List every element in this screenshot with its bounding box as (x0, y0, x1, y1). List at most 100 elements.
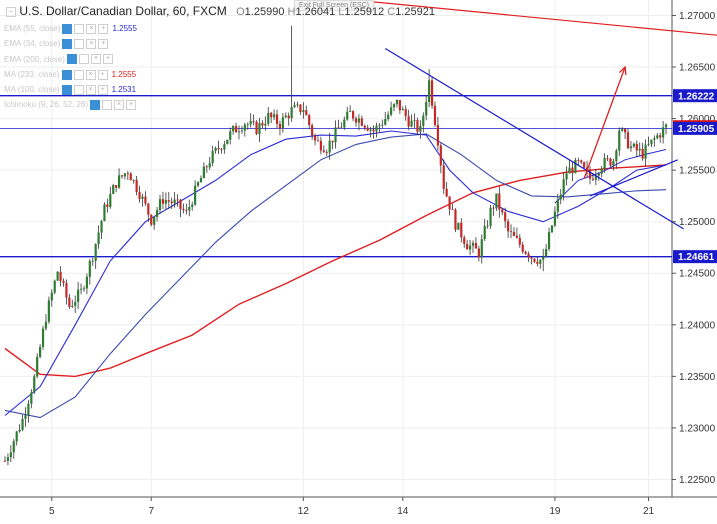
more-icon[interactable]: + (98, 23, 109, 34)
candle-body (194, 185, 197, 205)
candle-body (346, 111, 349, 120)
candle-body (185, 210, 188, 211)
more-icon[interactable]: + (98, 39, 109, 50)
candle-body (255, 121, 258, 135)
close-icon[interactable]: × (90, 54, 101, 65)
candle-body (653, 138, 656, 140)
eye-icon[interactable] (62, 23, 73, 34)
close-icon[interactable]: × (86, 23, 97, 34)
collapse-icon[interactable]: – (6, 6, 16, 17)
candle-body (334, 127, 337, 143)
candle-body (214, 148, 217, 151)
symbol-row: – U.S. Dollar/Canadian Dollar, 60, FXCM … (4, 4, 435, 21)
indicator-row[interactable]: Ichimoku (9, 26, 52, 26) × + (4, 97, 435, 112)
candle-body (275, 114, 279, 124)
candle-body (354, 118, 358, 123)
time-tick-label: 12 (298, 506, 310, 517)
close-icon[interactable]: × (85, 69, 96, 80)
candle-body (167, 200, 170, 202)
candle-body (85, 276, 88, 289)
candle-body (629, 146, 633, 149)
eye-icon[interactable] (61, 69, 72, 80)
eye-icon[interactable] (66, 54, 77, 65)
time-tick-label: 19 (549, 506, 561, 517)
candle-body (351, 111, 355, 119)
indicator-row[interactable]: EMA (34, close) × + (4, 36, 435, 51)
candle-body (664, 124, 668, 128)
candle-body (644, 144, 647, 159)
candle-body (501, 209, 504, 213)
indicator-label: MA (233, close) (4, 69, 60, 79)
candle-body (156, 210, 159, 217)
indicator-row[interactable]: MA (233, close) × +1.2555 (4, 67, 435, 82)
candle-body (624, 128, 627, 133)
candle-body (568, 167, 571, 174)
more-icon[interactable]: + (97, 69, 108, 80)
candle-body (571, 167, 574, 174)
candle-body (621, 128, 624, 131)
candle-body (384, 119, 387, 125)
candle-body (252, 121, 255, 122)
price-label-bg (673, 121, 717, 135)
close-icon[interactable]: × (86, 39, 97, 50)
indicator-value: 1.2555 (111, 69, 137, 79)
candle-body (24, 414, 27, 419)
settings-icon[interactable] (73, 69, 84, 80)
candle-body (278, 123, 282, 129)
candle-body (507, 221, 510, 232)
indicator-label: Ichimoku (9, 26, 52, 26) (4, 100, 89, 110)
candle-body (512, 231, 516, 236)
candle-body (243, 124, 246, 131)
candle-body (109, 193, 112, 207)
candle-body (191, 204, 194, 207)
eye-icon[interactable] (90, 100, 101, 111)
candle-body (509, 231, 513, 233)
settings-icon[interactable] (73, 85, 84, 96)
settings-icon[interactable] (74, 23, 85, 34)
candle-body (237, 131, 241, 133)
candle-body (21, 418, 24, 430)
candle-body (442, 165, 445, 189)
candle-body (281, 117, 284, 129)
candle-body (322, 150, 325, 153)
candle-body (199, 178, 203, 183)
candle-body (533, 258, 536, 262)
candle-body (337, 127, 340, 129)
price-label-bg (673, 250, 717, 264)
time-tick-label: 5 (49, 506, 55, 517)
settings-icon[interactable] (78, 54, 89, 65)
eye-icon[interactable] (61, 85, 72, 96)
candle-body (433, 105, 437, 126)
candle-body (217, 148, 220, 150)
candle-body (106, 204, 109, 207)
candle-body (147, 203, 150, 215)
candle-body (615, 150, 618, 162)
candle-body (50, 292, 53, 301)
trendline (589, 159, 678, 197)
candle-body (588, 170, 592, 179)
candle-body (6, 457, 10, 462)
more-icon[interactable]: + (126, 100, 137, 111)
candle-body (410, 120, 413, 127)
candle-body (553, 211, 556, 226)
close-icon[interactable]: × (85, 85, 96, 96)
candle-body (419, 125, 422, 132)
close-icon[interactable]: × (114, 100, 125, 111)
indicator-row[interactable]: EMA (200, close) × + (4, 52, 435, 67)
candle-body (498, 193, 501, 210)
candle-body (425, 102, 428, 116)
more-icon[interactable]: + (102, 54, 113, 65)
candle-body (123, 173, 127, 177)
candle-body (401, 109, 404, 111)
exit-fullscreen-button[interactable]: Exit Full Screen (ESC) (294, 0, 375, 11)
indicator-value: 1.2531 (111, 85, 137, 95)
indicator-row[interactable]: EMA (55, close) × +1.2555 (4, 21, 435, 36)
more-icon[interactable]: + (97, 85, 108, 96)
settings-icon[interactable] (74, 39, 85, 50)
eye-icon[interactable] (62, 39, 73, 50)
candle-body (390, 107, 393, 115)
settings-icon[interactable] (102, 100, 113, 111)
candle-body (82, 288, 86, 290)
indicator-row[interactable]: MA (100, close) × +1.2531 (4, 82, 435, 97)
